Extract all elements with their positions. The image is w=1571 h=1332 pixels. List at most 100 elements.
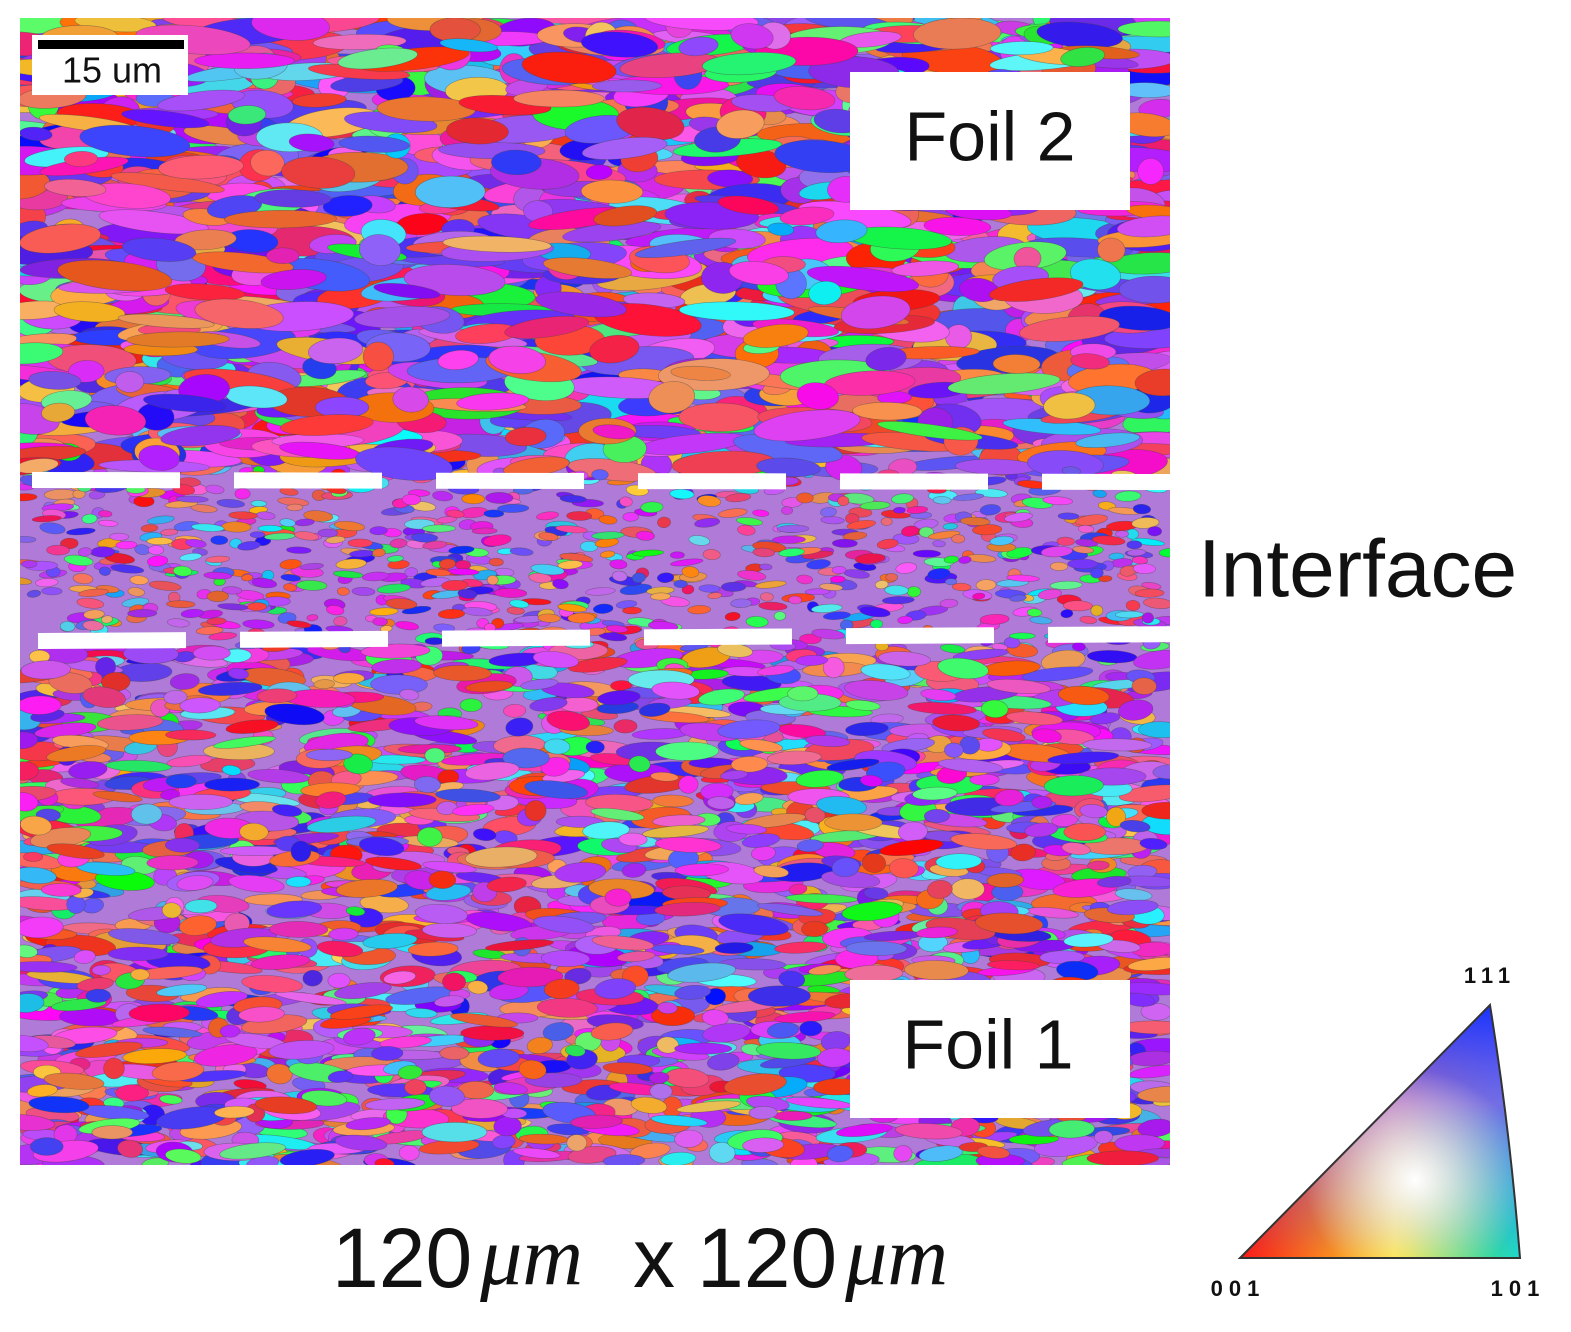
grain (674, 1042, 733, 1055)
grain (513, 89, 605, 108)
grain (566, 1134, 588, 1152)
grain (1117, 20, 1170, 38)
grain (752, 509, 770, 517)
grain (1031, 795, 1053, 809)
grain (90, 546, 116, 558)
grain (1009, 632, 1036, 640)
grain (30, 1137, 64, 1156)
grain (66, 527, 96, 536)
grain (1141, 612, 1155, 624)
grain (204, 777, 260, 792)
grain (837, 495, 850, 507)
grain (317, 528, 339, 538)
grain (241, 574, 254, 582)
grain (129, 575, 149, 585)
grain (824, 813, 883, 832)
grain (885, 572, 898, 582)
grain (820, 516, 845, 525)
grain (747, 985, 811, 1007)
grain (461, 493, 485, 505)
grain (1158, 548, 1170, 558)
grain (1126, 548, 1147, 557)
grain (20, 535, 37, 543)
grain (109, 532, 130, 541)
grain (147, 545, 165, 555)
grain (404, 1079, 427, 1096)
grain (257, 524, 283, 532)
grain (1079, 615, 1098, 624)
grain (146, 855, 199, 871)
grain (655, 741, 719, 761)
grain (912, 549, 941, 558)
grain (1090, 604, 1104, 617)
grain (269, 921, 329, 938)
grain (801, 920, 828, 937)
grain (168, 794, 233, 810)
grain (721, 581, 747, 592)
grain (192, 645, 231, 661)
grain (115, 371, 145, 393)
grain (327, 972, 351, 989)
grain (110, 564, 145, 574)
grain (880, 517, 893, 526)
grain (799, 633, 822, 645)
grain (788, 595, 803, 605)
ebsd-map (20, 18, 1170, 1165)
grain (305, 748, 353, 761)
grain (46, 544, 70, 556)
grain (127, 609, 158, 618)
grain (759, 563, 773, 571)
grain (831, 565, 847, 575)
grain (673, 579, 688, 589)
grain (622, 512, 639, 522)
grain (442, 972, 466, 992)
grain (234, 488, 251, 500)
grain (21, 560, 38, 568)
grain (1141, 801, 1170, 820)
grain (951, 878, 985, 900)
grain (829, 575, 846, 583)
grain (107, 946, 169, 961)
grain (194, 52, 295, 69)
grain (1126, 540, 1143, 550)
grain (923, 809, 950, 824)
grain (1067, 558, 1099, 570)
grain (455, 560, 472, 570)
grain (85, 988, 111, 1003)
grain (1125, 600, 1141, 611)
grain (1131, 537, 1165, 546)
grain (20, 695, 62, 715)
grain (91, 1125, 133, 1140)
grain (164, 837, 200, 853)
grain (613, 719, 638, 734)
grain (165, 774, 197, 789)
grain (190, 504, 218, 513)
grain (796, 492, 814, 504)
grain (1115, 530, 1129, 538)
grain (771, 535, 806, 544)
grain (422, 524, 456, 533)
grain (165, 729, 217, 741)
grain (41, 586, 63, 596)
grain (160, 528, 179, 536)
grain (249, 531, 266, 539)
grain (285, 876, 312, 888)
grain (1056, 536, 1075, 546)
grain (401, 493, 422, 506)
grain (780, 506, 794, 515)
grain (424, 637, 445, 645)
grain (146, 537, 173, 545)
grain (485, 492, 514, 504)
grain (832, 538, 858, 548)
grain (585, 740, 605, 754)
grain (206, 590, 229, 602)
grain (333, 672, 365, 685)
grain (421, 1122, 488, 1143)
grain (210, 535, 229, 545)
grain (147, 515, 175, 525)
grain (372, 617, 388, 627)
grain (347, 538, 373, 548)
grain (622, 606, 642, 615)
grain (1147, 526, 1162, 537)
